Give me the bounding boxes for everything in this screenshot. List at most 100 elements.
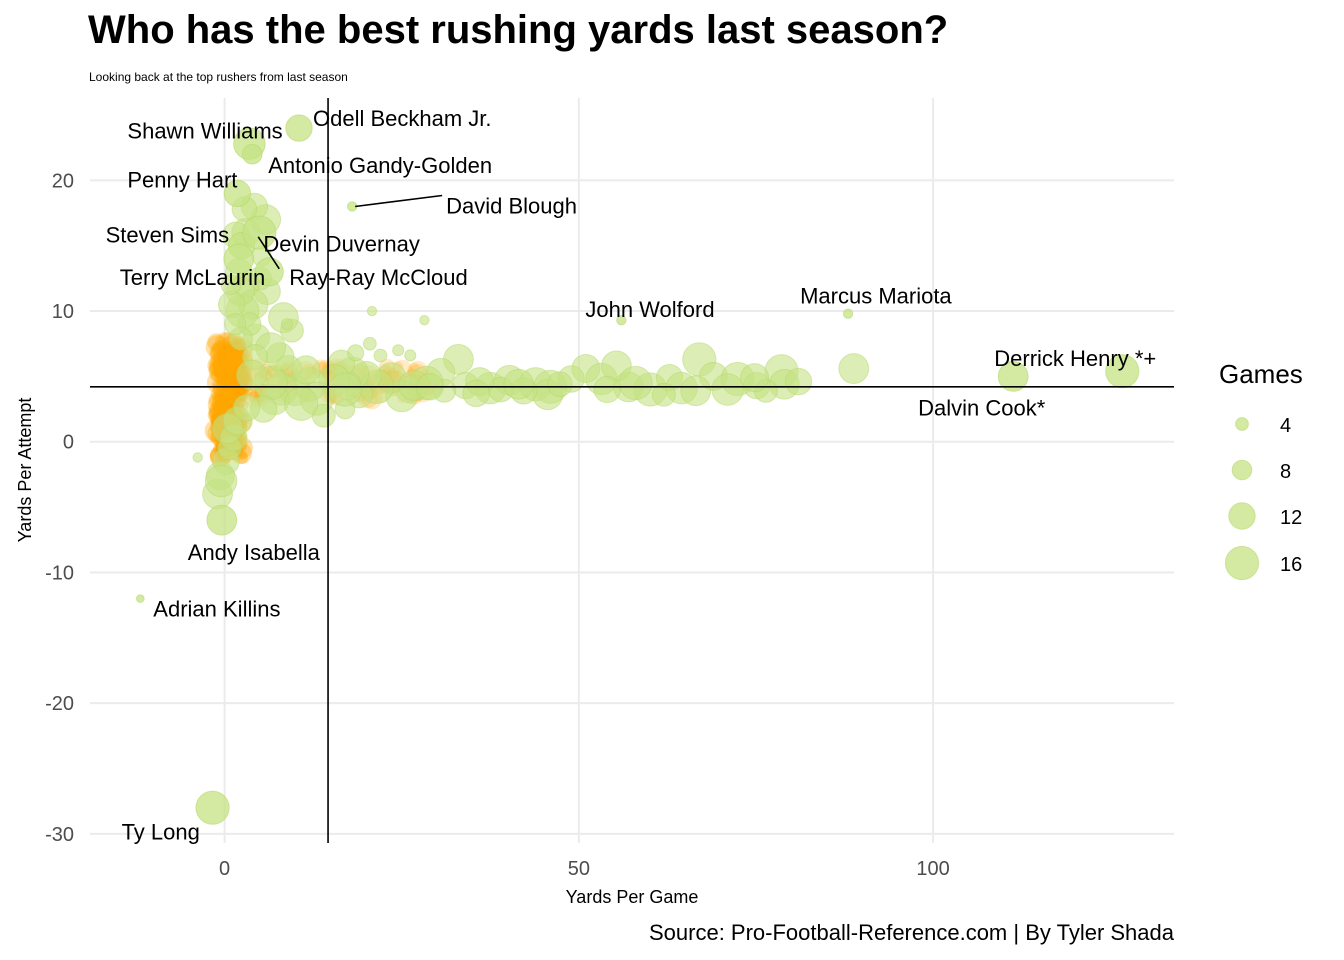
data-point bbox=[366, 305, 378, 317]
data-point bbox=[192, 452, 203, 463]
dense-point bbox=[211, 393, 227, 409]
dense-point bbox=[210, 352, 230, 371]
legend-label: 8 bbox=[1280, 461, 1291, 483]
data-point bbox=[838, 353, 870, 384]
dense-point bbox=[212, 381, 226, 395]
dense-point bbox=[217, 389, 237, 409]
legend-key bbox=[1235, 417, 1249, 431]
dense-point bbox=[223, 373, 239, 388]
dense-point bbox=[218, 343, 236, 361]
data-point bbox=[224, 312, 247, 336]
data-point bbox=[419, 314, 430, 326]
dense-point bbox=[212, 399, 230, 417]
reference-lines bbox=[90, 98, 1174, 843]
legend-label: 4 bbox=[1280, 415, 1291, 437]
legend-key bbox=[1228, 502, 1256, 530]
dense-point bbox=[217, 364, 228, 376]
dense-point bbox=[212, 342, 225, 355]
dense-point bbox=[213, 365, 224, 377]
data-point bbox=[784, 367, 813, 396]
dense-point bbox=[210, 342, 229, 361]
data-point-labeled bbox=[206, 504, 238, 536]
data-point bbox=[503, 368, 535, 400]
point-label: Dalvin Cook* bbox=[918, 395, 1046, 420]
dense-point bbox=[212, 348, 237, 372]
data-point bbox=[740, 363, 770, 393]
point-label: Penny Hart bbox=[127, 167, 237, 192]
label-connectors bbox=[257, 194, 443, 270]
dense-point bbox=[207, 354, 231, 378]
dense-point bbox=[217, 373, 228, 384]
data-point-labeled bbox=[997, 360, 1029, 392]
point-label: Ty Long bbox=[122, 820, 200, 845]
dense-point bbox=[215, 366, 233, 383]
dense-point bbox=[228, 349, 240, 361]
dense-point bbox=[214, 371, 228, 385]
x-tick-label: 0 bbox=[219, 858, 230, 880]
data-point bbox=[236, 359, 267, 391]
size-legend: Games 4 8 12 16 bbox=[1219, 359, 1303, 581]
data-point bbox=[284, 386, 319, 421]
data-point bbox=[220, 274, 242, 296]
data-point-labeled bbox=[285, 114, 313, 142]
point-label: John Wolford bbox=[585, 297, 714, 322]
data-point bbox=[618, 365, 653, 401]
dense-point bbox=[206, 370, 231, 395]
data-point-labeled bbox=[135, 594, 145, 603]
data-point bbox=[593, 375, 621, 404]
dense-point bbox=[216, 383, 234, 401]
dense-point bbox=[209, 345, 227, 363]
dense-point bbox=[227, 374, 239, 386]
grid-lines bbox=[90, 98, 1174, 843]
dense-point bbox=[212, 365, 225, 378]
data-point bbox=[362, 336, 377, 351]
dense-point bbox=[224, 377, 235, 389]
dense-point bbox=[212, 390, 225, 403]
data-point bbox=[280, 318, 294, 331]
data-point-labeled bbox=[223, 179, 252, 208]
dense-point bbox=[223, 350, 234, 361]
dense-point bbox=[233, 353, 244, 364]
dense-point bbox=[215, 377, 231, 393]
point-label: Steven Sims bbox=[106, 223, 230, 248]
dense-point bbox=[209, 357, 224, 373]
dense-point bbox=[213, 403, 223, 414]
dense-point bbox=[224, 386, 235, 397]
dense-point bbox=[207, 393, 232, 417]
point-label: Devin Duvernay bbox=[263, 232, 420, 257]
dense-point bbox=[222, 356, 238, 371]
dense-point bbox=[210, 364, 230, 384]
x-axis-title: Yards Per Game bbox=[566, 887, 699, 907]
y-tick-label: -20 bbox=[45, 693, 74, 715]
dense-point bbox=[213, 363, 232, 382]
dense-point bbox=[238, 451, 248, 460]
point-labels: Shawn Williams Odell Beckham Jr. Antonio G… bbox=[106, 106, 1157, 845]
dense-point bbox=[208, 392, 224, 408]
data-point bbox=[373, 348, 388, 363]
dense-point bbox=[207, 333, 226, 352]
point-label: Andy Isabella bbox=[188, 540, 321, 565]
x-tick-label: 50 bbox=[568, 858, 590, 880]
label-connector bbox=[257, 236, 280, 270]
label-connector bbox=[355, 194, 443, 208]
dense-point bbox=[208, 360, 231, 383]
chart-title: Who has the best rushing yards last seas… bbox=[88, 8, 949, 52]
data-point-labeled bbox=[842, 308, 854, 319]
data-point bbox=[327, 372, 363, 407]
data-point-labeled bbox=[241, 143, 263, 165]
point-label: Derrick Henry *+ bbox=[994, 346, 1156, 371]
legend-key bbox=[1224, 545, 1260, 581]
data-point-labeled bbox=[195, 790, 230, 825]
dense-point bbox=[212, 355, 230, 373]
legend-title: Games bbox=[1219, 359, 1303, 389]
y-tick-label: 10 bbox=[52, 301, 74, 323]
dense-point bbox=[215, 363, 229, 377]
dense-point bbox=[229, 370, 239, 379]
chart-subtitle: Looking back at the top rushers from las… bbox=[89, 70, 348, 84]
y-tick-label: 20 bbox=[52, 170, 74, 192]
dense-point bbox=[219, 346, 238, 364]
point-label: Odell Beckham Jr. bbox=[313, 106, 492, 131]
dense-point bbox=[222, 353, 232, 364]
